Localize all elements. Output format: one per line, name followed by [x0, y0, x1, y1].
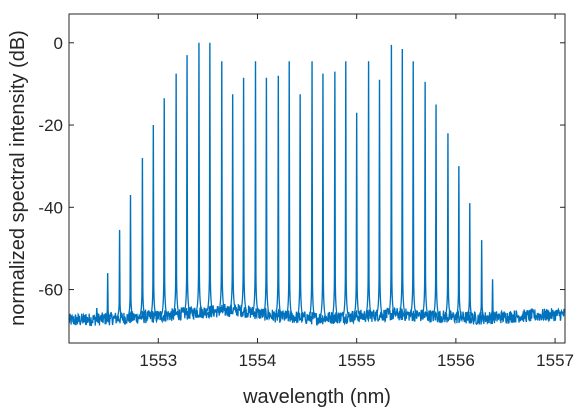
spectral-peak — [262, 77, 271, 316]
spectral-peak — [331, 71, 339, 318]
x-axis-label: wavelength (nm) — [242, 386, 391, 408]
spectral-peak — [206, 42, 214, 313]
x-tick-label: 1555 — [338, 351, 376, 370]
spectral-peak — [319, 73, 327, 319]
y-axis-label: normalized spectral intensity (dB) — [7, 30, 29, 326]
spectral-peak — [104, 273, 112, 320]
noise-floor-line — [68, 304, 566, 327]
spectral-peak — [421, 81, 429, 317]
x-axis: 1553 1554 1555 1556 1557 — [139, 14, 574, 370]
spectral-peak — [149, 125, 158, 318]
y-tick-label: -60 — [38, 281, 63, 300]
y-tick-label: -40 — [38, 198, 63, 217]
spectral-peak — [115, 229, 124, 319]
spectral-peak — [341, 61, 350, 318]
spectral-peak — [183, 55, 191, 314]
spectral-peak — [126, 194, 135, 319]
x-tick-label: 1553 — [139, 351, 177, 370]
spectral-peak — [364, 61, 373, 317]
spectral-peak — [488, 279, 497, 319]
spectral-peak — [296, 94, 304, 319]
spectral-peak — [138, 157, 147, 318]
spectral-peak — [466, 203, 474, 319]
spectral-peak — [160, 98, 169, 317]
spectral-peak — [93, 308, 101, 320]
spectral-peak — [274, 75, 283, 317]
spectral-peak — [444, 133, 452, 318]
x-tick-label: 1556 — [437, 351, 475, 370]
plot-area — [68, 13, 566, 344]
spectral-peak — [455, 166, 463, 319]
spectral-peak — [308, 61, 316, 319]
spectral-peak — [387, 44, 396, 316]
spectral-peak — [409, 61, 418, 316]
spectral-peak — [251, 61, 260, 314]
spectral-peak — [398, 48, 407, 316]
x-tick-label: 1557 — [536, 351, 574, 370]
spectral-peak — [228, 94, 237, 311]
plot-frame — [68, 13, 566, 344]
spectral-lines — [82, 42, 497, 321]
spectral-peak — [352, 112, 361, 317]
spectral-peak — [477, 240, 486, 319]
y-axis: 0 -20 -40 -60 — [38, 34, 565, 300]
spectral-peak — [285, 61, 294, 318]
spectral-peak — [82, 314, 90, 321]
y-tick-label: 0 — [54, 34, 63, 53]
x-tick-label: 1554 — [239, 351, 277, 370]
noise-floor — [68, 304, 566, 327]
y-tick-label: -20 — [38, 116, 63, 135]
spectral-peak — [239, 77, 248, 312]
spectral-peak — [432, 104, 440, 317]
spectral-peak — [195, 42, 203, 313]
spectral-peak — [217, 61, 226, 312]
spectral-peak — [375, 79, 384, 316]
spectral-peak — [172, 73, 180, 315]
